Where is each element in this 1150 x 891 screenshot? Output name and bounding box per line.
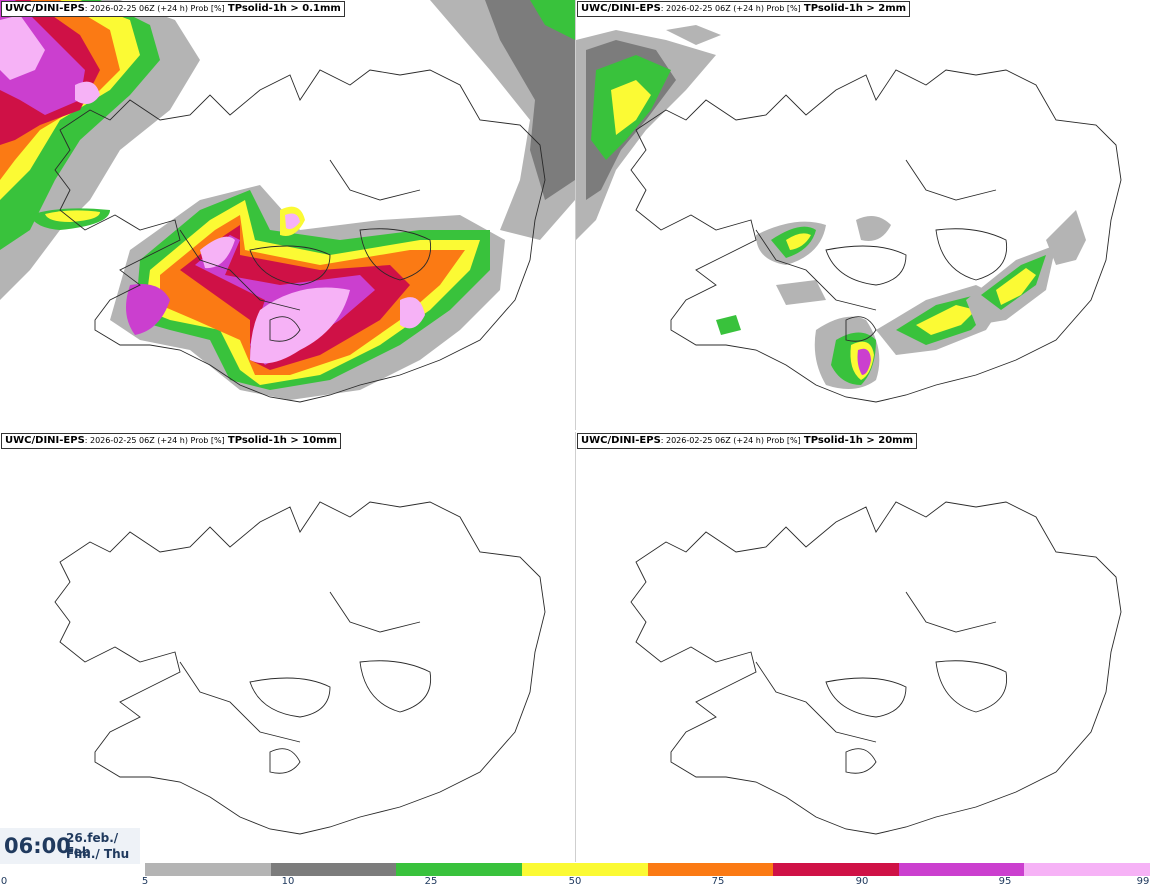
colorbar-tick-label: 50	[568, 876, 582, 887]
iceland-coastline	[630, 69, 1122, 403]
valid-time: 06:00	[4, 834, 71, 858]
map-panel-20mm: UWC/DINI-EPS: 2026-02-25 06Z (+24 h) Pro…	[575, 432, 1150, 862]
iceland-coastline	[630, 501, 1122, 835]
colorbar-segment	[396, 863, 522, 876]
map-canvas	[576, 25, 1122, 403]
map-canvas	[54, 501, 546, 835]
parameter-label: TPsolid-1h > 10mm	[227, 435, 338, 446]
model-name: UWC/DINI-EPS	[5, 435, 85, 446]
colorbar-tick-label: 10	[281, 876, 295, 887]
map-canvas	[0, 0, 575, 403]
valid-weekday: Fim./ Thu	[66, 847, 130, 861]
iceland-coastline	[54, 501, 546, 835]
valid-date: 26.feb./ Feb	[66, 831, 119, 859]
parameter-label: TPsolid-1h > 2mm	[803, 3, 907, 14]
colorbar-segment	[145, 863, 271, 876]
colorbar-segment	[773, 863, 899, 876]
colorbar-tick-label: 0	[0, 876, 8, 887]
panel-title: UWC/DINI-EPS: 2026-02-25 06Z (+24 h) Pro…	[1, 433, 342, 449]
map-panel-0.1mm: UWC/DINI-EPS: 2026-02-25 06Z (+24 h) Pro…	[0, 0, 575, 430]
colorbar-tick-label: 5	[141, 876, 149, 887]
map-canvas	[630, 501, 1122, 835]
run-info: : 2026-02-25 06Z (+24 h) Prob [%]	[660, 4, 801, 13]
colorbar-segment	[1024, 863, 1150, 876]
map-panel-2mm: UWC/DINI-EPS: 2026-02-25 06Z (+24 h) Pro…	[575, 0, 1150, 430]
run-info: : 2026-02-25 06Z (+24 h) Prob [%]	[84, 4, 225, 13]
model-name: UWC/DINI-EPS	[5, 3, 85, 14]
colorbar-segment	[521, 863, 648, 876]
colorbar-segment	[647, 863, 774, 876]
colorbar-tick-label: 99	[1136, 876, 1150, 887]
colorbar-segment	[898, 863, 1025, 876]
colorbar-tick-label: 25	[424, 876, 438, 887]
panel-title: UWC/DINI-EPS: 2026-02-25 06Z (+24 h) Pro…	[577, 433, 918, 449]
colorbar-segment	[270, 863, 397, 876]
colorbar-tick-label: 95	[998, 876, 1012, 887]
parameter-label: TPsolid-1h > 0.1mm	[227, 3, 341, 14]
probability-fields	[576, 25, 1086, 389]
iceland-coastline	[54, 69, 546, 403]
probability-fields	[0, 0, 575, 400]
model-name: UWC/DINI-EPS	[581, 435, 661, 446]
parameter-label: TPsolid-1h > 20mm	[803, 435, 914, 446]
colorbar-ticks: 0 5 10 25 50 75 90 95 99	[0, 876, 1150, 890]
model-name: UWC/DINI-EPS	[581, 3, 661, 14]
run-info: : 2026-02-25 06Z (+24 h) Prob [%]	[660, 436, 801, 445]
colorbar-tick-label: 75	[711, 876, 725, 887]
map-panel-10mm: UWC/DINI-EPS: 2026-02-25 06Z (+24 h) Pro…	[0, 432, 575, 862]
run-info: : 2026-02-25 06Z (+24 h) Prob [%]	[84, 436, 225, 445]
colorbar-tick-label: 90	[855, 876, 869, 887]
probability-colorbar	[145, 863, 1150, 876]
panel-title: UWC/DINI-EPS: 2026-02-25 06Z (+24 h) Pro…	[577, 1, 911, 17]
panel-title: UWC/DINI-EPS: 2026-02-25 06Z (+24 h) Pro…	[1, 1, 345, 17]
valid-time-box: 06:00 26.feb./ Feb Fim./ Thu	[0, 828, 140, 864]
